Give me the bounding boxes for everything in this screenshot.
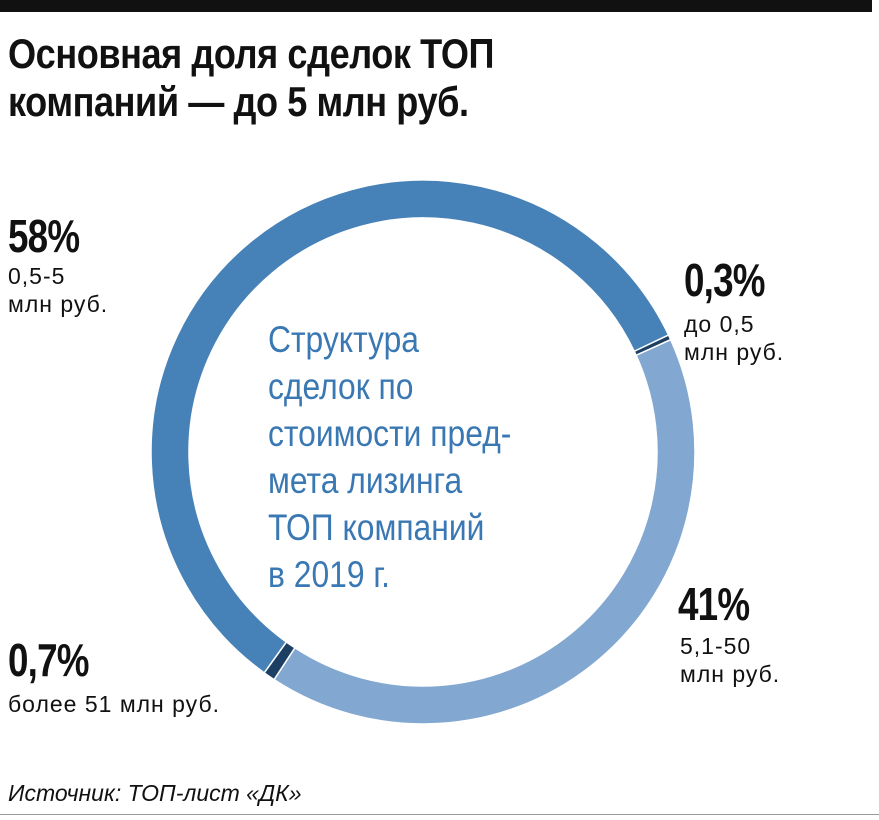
slice-41-category-label: 5,1-50 млн руб.: [680, 632, 780, 688]
slice-58-category-line-2: млн руб.: [8, 291, 109, 317]
slice-0-3-category-label: до 0,5 млн руб.: [684, 310, 784, 366]
slice-0-7-percent-label: 0,7%: [8, 634, 89, 686]
source-note: Источник: ТОП-лист «ДК»: [8, 780, 302, 806]
chart-title-line-2: компаний — до 5 млн руб.: [8, 78, 469, 125]
chart-title: Основная доля сделок ТОП компаний — до 5…: [8, 30, 730, 126]
slice-0-3-category-line-2: млн руб.: [684, 339, 785, 365]
center-label-line-3: стоимости пред-: [268, 413, 512, 454]
center-label-line-1: Структура: [268, 319, 419, 360]
slice-41-percent-label: 41%: [678, 578, 750, 630]
center-label-line-2: сделок по: [268, 366, 414, 407]
donut-slices: [150, 179, 696, 725]
slice-0-7-category-label: более 51 млн руб.: [8, 690, 220, 718]
slice-58-category-line-1: 0,5-5: [8, 263, 66, 289]
slice-58-percent-label: 58%: [8, 210, 80, 262]
slice-41-category-line-1: 5,1-50: [680, 633, 752, 659]
slice-0-3-category-line-1: до 0,5: [684, 311, 755, 337]
slice-0-7-category-line-1: более 51 млн руб.: [8, 691, 221, 717]
center-label-line-4: мета лизинга: [268, 460, 463, 501]
center-label-line-6: в 2019 г.: [268, 554, 390, 595]
chart-title-line-1: Основная доля сделок ТОП: [8, 30, 495, 77]
donut-slice-s4: [150, 179, 670, 674]
center-label-line-5: ТОП компаний: [268, 507, 485, 548]
bottom-rule: [0, 814, 879, 815]
slice-58-category-label: 0,5-5 млн руб.: [8, 262, 108, 318]
slice-0-3-percent-label: 0,3%: [684, 254, 765, 306]
top-rule: [0, 0, 872, 12]
donut-center-label: Структура сделок по стоимости пред- мета…: [268, 316, 511, 598]
slice-41-category-line-2: млн руб.: [680, 661, 781, 687]
